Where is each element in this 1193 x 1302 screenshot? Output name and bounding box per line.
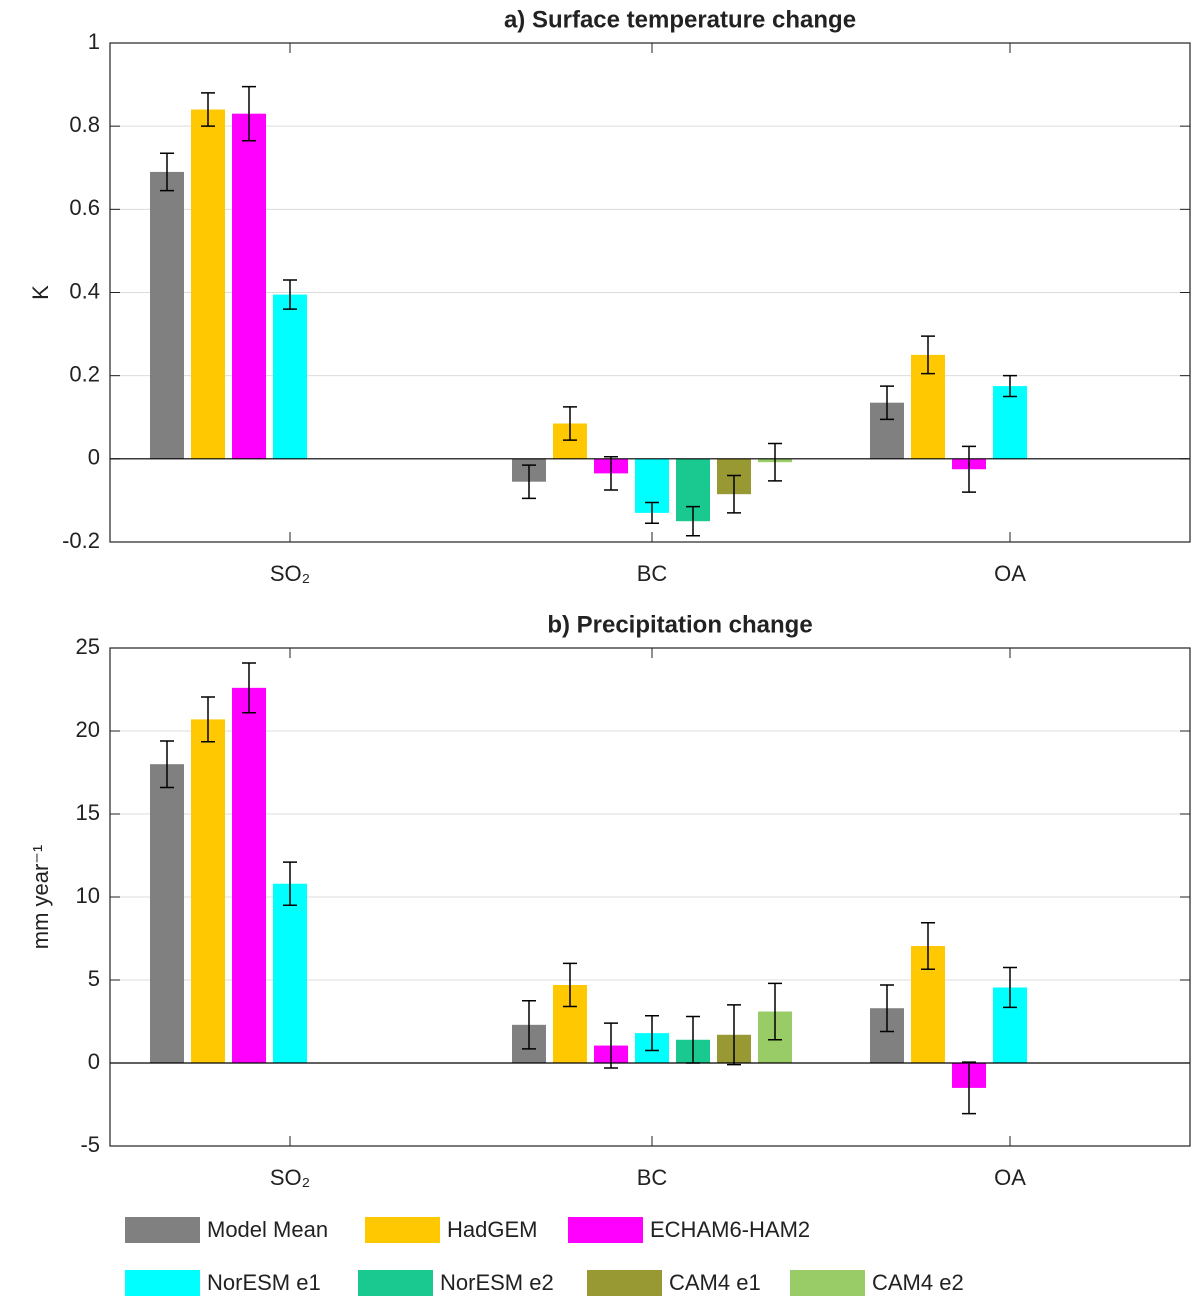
error-bar	[201, 696, 215, 743]
bar	[150, 171, 184, 459]
legend-swatch	[125, 1270, 200, 1296]
error-bar	[768, 982, 782, 1041]
bar	[273, 294, 307, 459]
y-tick-label: 1	[88, 29, 100, 54]
error-bar	[160, 152, 174, 192]
error-bar	[1003, 966, 1017, 1009]
legend-label: CAM4 e2	[872, 1270, 964, 1295]
legend-label: CAM4 e1	[669, 1270, 761, 1295]
bar	[273, 883, 307, 1063]
chart-title: a) Surface temperature change	[504, 6, 856, 33]
y-tick-label: 20	[76, 717, 100, 742]
error-bar	[921, 335, 935, 375]
error-bar	[201, 92, 215, 127]
x-tick-label: SO₂	[270, 561, 310, 586]
error-bar	[522, 464, 536, 500]
error-bar	[921, 921, 935, 970]
legend-swatch	[125, 1217, 200, 1243]
error-bar	[160, 740, 174, 789]
axes-box	[109, 647, 1191, 1147]
error-bar	[563, 406, 577, 441]
error-bar	[1003, 374, 1017, 398]
error-bar	[604, 456, 618, 491]
error-bar	[563, 962, 577, 1008]
y-tick-label: 0	[88, 445, 100, 470]
y-tick-label: 10	[76, 883, 100, 908]
legend-label: HadGEM	[447, 1217, 537, 1242]
legend-label: NorESM e2	[440, 1270, 554, 1295]
x-tick-label: OA	[994, 1165, 1026, 1190]
error-bar	[727, 474, 741, 514]
bar	[232, 113, 266, 459]
bar	[232, 687, 266, 1063]
x-tick-label: BC	[637, 1165, 668, 1190]
error-bar	[880, 385, 894, 421]
legend-swatch	[790, 1270, 865, 1296]
error-bar	[242, 662, 256, 714]
y-tick-label: 25	[76, 634, 100, 659]
legend-label: NorESM e1	[207, 1270, 321, 1295]
y-tick-label: 5	[88, 966, 100, 991]
chart-title: b) Precipitation change	[547, 611, 812, 638]
error-bar	[962, 1061, 976, 1115]
error-bar	[604, 1022, 618, 1069]
legend-swatch	[568, 1217, 643, 1243]
y-tick-label: -5	[80, 1132, 100, 1157]
y-tick-label: -0.2	[62, 528, 100, 553]
bar	[191, 719, 225, 1063]
error-bar	[686, 505, 700, 537]
legend-swatch	[358, 1270, 433, 1296]
y-axis-label: K	[28, 285, 53, 300]
legend-label: ECHAM6-HAM2	[650, 1217, 810, 1242]
error-bar	[962, 445, 976, 493]
legend-label: Model Mean	[207, 1217, 328, 1242]
error-bar	[727, 1004, 741, 1066]
y-tick-label: 0	[88, 1049, 100, 1074]
error-bar	[645, 1014, 659, 1052]
y-tick-label: 0.2	[69, 361, 100, 386]
error-bar	[522, 1000, 536, 1050]
legend-swatch	[365, 1217, 440, 1243]
bar	[993, 386, 1027, 459]
y-tick-label: 15	[76, 800, 100, 825]
x-tick-label: OA	[994, 561, 1026, 586]
error-bar	[283, 861, 297, 907]
error-bar	[283, 279, 297, 310]
y-tick-label: 0.6	[69, 195, 100, 220]
y-axis-label: mm year⁻¹	[28, 845, 53, 950]
legend-swatch	[587, 1270, 662, 1296]
bar	[191, 109, 225, 459]
error-bar	[880, 984, 894, 1033]
error-bar	[242, 85, 256, 142]
y-tick-label: 0.8	[69, 112, 100, 137]
axes-box	[109, 42, 1191, 543]
error-bar	[768, 442, 782, 482]
bar	[150, 764, 184, 1063]
y-tick-label: 0.4	[69, 278, 100, 303]
x-tick-label: SO₂	[270, 1165, 310, 1190]
error-bar	[645, 501, 659, 525]
x-tick-label: BC	[637, 561, 668, 586]
